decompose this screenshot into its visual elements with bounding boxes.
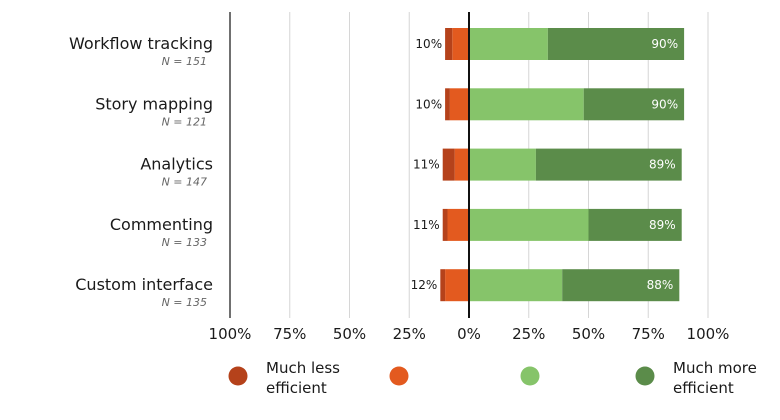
n-label: N = 135 [162,296,207,309]
x-tick-label: 75% [273,325,306,343]
data-label: 90% [651,37,678,51]
x-tick-label: 50% [333,325,366,343]
bar-segment [562,269,680,302]
n-label: N = 133 [162,236,207,249]
category-label: Custom interface [75,275,213,294]
category-label: Analytics [140,155,213,174]
bar-segment [469,269,563,302]
bar-segment [469,208,589,241]
x-tick-labels: 100% 75% 50% 25% 0% 25% 50% 75% 100% [209,325,730,343]
bar-segment [445,88,450,121]
legend-label: Much more [673,359,757,377]
legend-marker [520,366,540,386]
x-tick-label: 25% [512,325,545,343]
data-label: 89% [649,158,676,172]
x-tick-label: 25% [393,325,426,343]
bar-segment [535,148,682,181]
bar-segment [469,148,536,181]
bar-segment [454,148,469,181]
legend-label: Much less [266,359,340,377]
legend: Much less efficient Much more efficient [228,359,757,397]
category-labels: Workflow tracking N = 151 Story mapping N =… [69,34,213,309]
legend-marker [635,366,655,386]
x-tick-label: 100% [209,325,252,343]
data-label: 10% [415,37,442,51]
data-label: 11% [413,218,440,232]
data-label: 88% [647,278,674,292]
legend-marker [389,366,409,386]
data-label: 12% [411,278,438,292]
x-tick-label: 75% [632,325,665,343]
legend-marker [228,366,248,386]
n-label: N = 147 [162,176,207,189]
bars: 10% 90% 10% 90% 11% 89% 11% 89% 12% 88% [411,12,685,318]
data-label: 10% [415,97,442,111]
bar-segment [445,269,469,302]
bar-segment [447,208,469,241]
x-tick-label: 0% [457,325,481,343]
legend-label: efficient [673,379,734,397]
bar-segment [583,88,685,121]
bar-segment [445,28,453,60]
bar-segment [440,269,446,302]
category-label: Commenting [110,215,213,234]
bar-segment [469,28,548,60]
bar-segment [449,88,469,121]
bar-segment [452,28,469,60]
data-label: 90% [651,97,678,111]
data-label: 89% [649,218,676,232]
bar-segment [588,208,682,241]
x-tick-label: 100% [687,325,730,343]
category-label: Story mapping [95,94,213,113]
bar-segment [442,148,455,181]
x-tick-label: 50% [572,325,605,343]
legend-label: efficient [266,379,327,397]
bar-segment [547,28,685,60]
data-label: 11% [413,158,440,172]
bar-segment [442,208,448,241]
n-label: N = 121 [162,115,207,128]
n-label: N = 151 [162,55,207,68]
category-label: Workflow tracking [69,34,213,53]
bar-segment [469,88,584,121]
